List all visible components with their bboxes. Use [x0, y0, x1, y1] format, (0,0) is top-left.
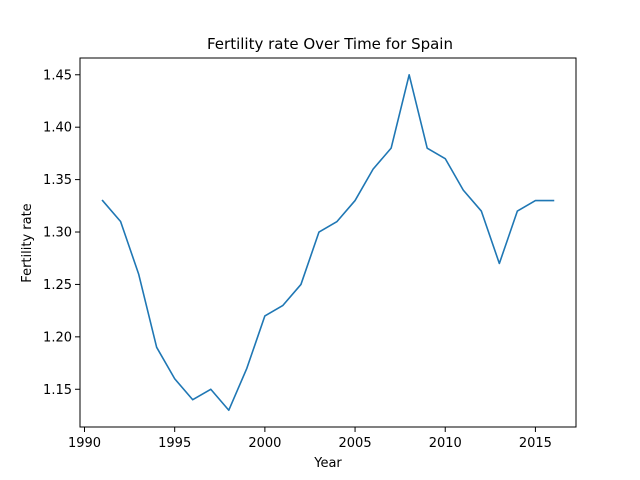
series-line — [101, 73, 555, 412]
y-tick-label: 1.30 — [43, 226, 72, 241]
y-axis-ticks: 1.15 1.20 1.25 1.30 1.35 1.40 1.45 — [43, 68, 80, 398]
x-tick-label: 2010 — [429, 436, 462, 451]
y-tick-label: 1.15 — [43, 383, 72, 398]
x-axis-title: Year — [313, 456, 342, 471]
x-tick-label: 1990 — [68, 436, 101, 451]
y-tick-label: 1.20 — [43, 330, 72, 345]
x-tick-label: 2015 — [519, 436, 552, 451]
y-tick-label: 1.40 — [43, 121, 72, 136]
x-tick-label: 2000 — [248, 436, 281, 451]
plot-frame — [79, 57, 577, 428]
chart-title: Fertility rate Over Time for Spain — [207, 35, 453, 53]
x-tick-label: 1995 — [158, 436, 191, 451]
x-axis-ticks: 1990 1995 2000 2005 2010 2015 — [68, 427, 552, 451]
y-tick-label: 1.35 — [43, 173, 72, 188]
x-tick-label: 2005 — [339, 436, 372, 451]
y-tick-label: 1.25 — [43, 278, 72, 293]
y-tick-label: 1.45 — [43, 68, 72, 83]
y-axis-title: Fertility rate — [20, 203, 35, 282]
plot-area — [101, 73, 555, 412]
